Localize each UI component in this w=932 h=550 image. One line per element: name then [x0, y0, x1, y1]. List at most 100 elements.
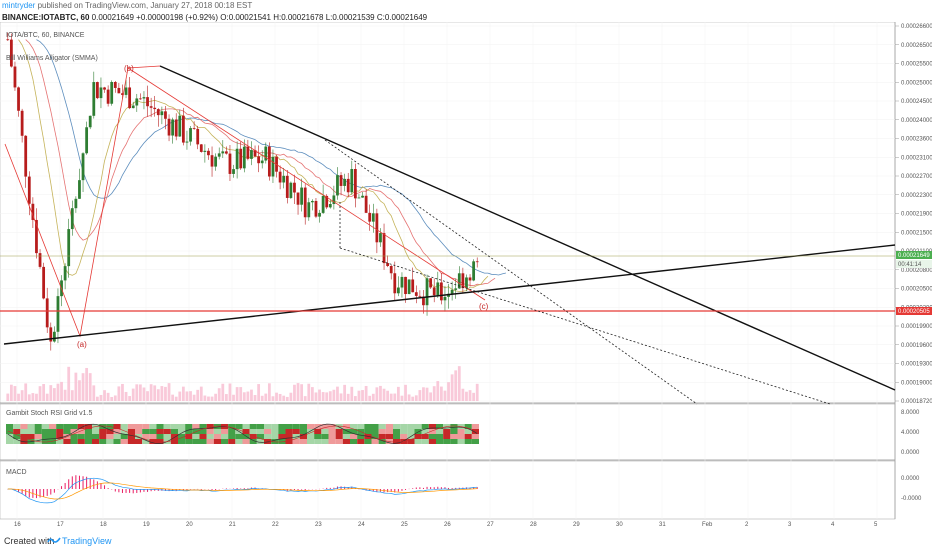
stoch-cell [163, 429, 171, 434]
stoch-cell [299, 439, 307, 444]
price-pane[interactable] [0, 22, 896, 404]
stoch-cell [84, 439, 92, 444]
macd-histogram-bar [93, 479, 95, 489]
candle-body [81, 153, 85, 181]
macd-histogram-bar [82, 476, 84, 489]
macd-histogram-bar [290, 489, 292, 491]
candle-body [429, 278, 433, 288]
candle-body [368, 212, 372, 222]
volume-bar [131, 388, 135, 401]
time-tick-label: 24 [358, 522, 365, 528]
volume-bar [146, 391, 149, 401]
candle-body [78, 180, 81, 199]
time-tick-label: 19 [143, 522, 150, 528]
price-tick-label: 0.00020800 [901, 268, 932, 274]
macd-histogram-bar [68, 479, 70, 489]
stoch-cell [77, 439, 85, 444]
stoch-cell [84, 429, 92, 434]
stoch-cell [307, 439, 315, 444]
candle-body [85, 127, 89, 154]
ascending-trendline[interactable] [3, 244, 896, 345]
stoch-cell [371, 424, 379, 429]
candle-body [160, 111, 164, 116]
macd-histogram-bar [351, 486, 353, 489]
stoch-cell [357, 439, 365, 444]
candle-body [465, 277, 468, 289]
price-axis[interactable]: 0.00026600 0.00026500 0.00025500 0.00025000… [895, 24, 932, 405]
red-channel-line[interactable] [127, 67, 486, 301]
tradingview-brand[interactable]: TradingView [62, 536, 112, 546]
stoch-cell [285, 439, 293, 444]
volume-bar [35, 393, 38, 401]
candle-body [257, 156, 261, 164]
stoch-cell [428, 434, 436, 439]
candle-body [92, 82, 96, 116]
stoch-cell [393, 429, 401, 434]
stoch-cell [235, 439, 243, 444]
volume-bar [350, 386, 354, 401]
volume-bar [149, 384, 153, 401]
volume-bar [178, 391, 182, 401]
candle-body [221, 151, 225, 154]
stoch-cell [6, 424, 14, 429]
last-price-tag-text: 0.00021649 [898, 253, 930, 259]
stoch-cell [314, 424, 322, 429]
dotted-line-upper[interactable] [324, 139, 698, 405]
volume-bar [353, 396, 357, 401]
macd-histogram-bar [437, 486, 439, 489]
stoch-cell [228, 424, 236, 429]
stoch-cell [120, 424, 128, 429]
candle-body [207, 150, 210, 156]
stoch-cell [249, 439, 257, 444]
chart-canvas[interactable]: (a) (b) (c) IOTA/BTC, 60, BINANCE Bill W… [0, 22, 932, 532]
stoch-cell [199, 429, 207, 434]
volume-bar [250, 389, 253, 401]
stoch-cell [292, 424, 300, 429]
candle-body [253, 150, 257, 157]
volume-bar [13, 386, 17, 401]
volume-bar [67, 366, 71, 401]
volume-bar [70, 390, 74, 401]
stoch-cell [278, 434, 286, 439]
candle-body [475, 261, 479, 263]
time-tick-label: 25 [401, 522, 408, 528]
volume-bar [20, 390, 24, 401]
symbol-legend: IOTA/BTC, 60, BINANCE [6, 32, 85, 39]
time-axis[interactable]: 16 17 18 19 20 21 22 23 24 25 26 27 28 29 30 31 Feb 2 3 4 5 [14, 522, 878, 528]
stoch-axis: 8.0000 4.0000 0.0000 [901, 410, 920, 456]
stoch-cell [378, 429, 386, 434]
volume-bar [339, 393, 343, 401]
stoch-cell [457, 429, 465, 434]
stoch-cell [49, 429, 57, 434]
volume-bar [443, 390, 447, 401]
stoch-cell [400, 434, 408, 439]
stoch-cell [457, 434, 465, 439]
volume-bar [138, 384, 142, 401]
author-link[interactable]: mintryder [2, 1, 36, 10]
time-tick-label: 29 [573, 522, 580, 528]
stoch-cell [414, 424, 422, 429]
volume-bar [27, 394, 31, 401]
candle-body [332, 195, 336, 205]
stoch-cell [20, 434, 28, 439]
stoch-cell [249, 429, 257, 434]
candle-body [336, 175, 339, 196]
descending-trendline[interactable] [159, 65, 896, 391]
candle-body [310, 200, 314, 203]
candle-body [156, 109, 160, 116]
stoch-cell [364, 439, 372, 444]
wave-zigzag[interactable] [4, 65, 161, 338]
stoch-indicator [6, 423, 479, 444]
volume-bar [185, 391, 189, 401]
volume-bar [325, 392, 329, 401]
candle-body [242, 146, 246, 169]
volume-bar [332, 389, 336, 401]
stoch-cell [278, 429, 286, 434]
volume-bar [232, 394, 235, 401]
candle-body [13, 66, 17, 88]
candle-body [24, 135, 28, 177]
stoch-cell [77, 424, 85, 429]
candle-body [128, 87, 132, 109]
dotted-line-lower[interactable] [339, 247, 831, 405]
candle-body [45, 298, 49, 328]
